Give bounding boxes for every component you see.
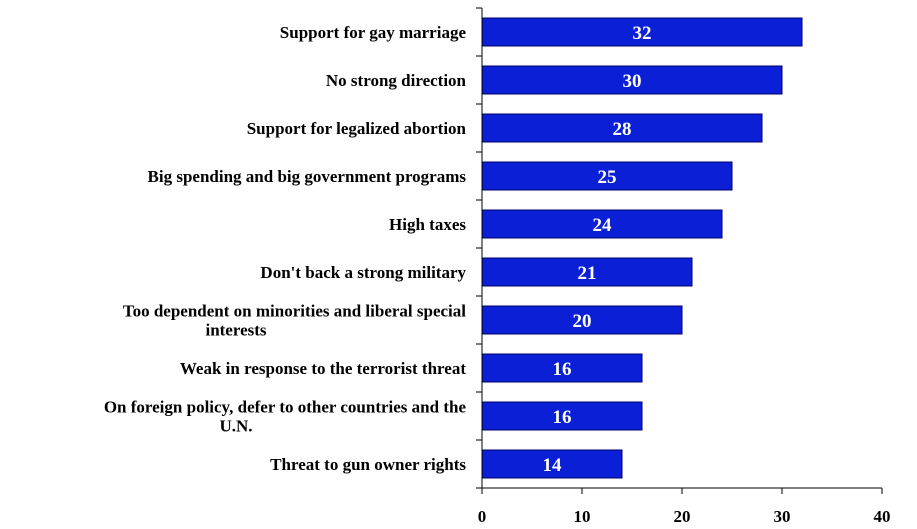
bar bbox=[481, 449, 623, 479]
data-label: 14 bbox=[543, 455, 563, 476]
x-tick-label: 20 bbox=[674, 507, 691, 526]
data-labels-group: 32 30 28 25 24 21 20 16 16 14 bbox=[543, 23, 652, 476]
bars-group bbox=[481, 17, 803, 479]
category-label: Weak in response to the terrorist threat bbox=[180, 359, 466, 378]
data-label: 16 bbox=[553, 407, 572, 428]
category-label: interests bbox=[205, 321, 266, 340]
category-label: No strong direction bbox=[326, 71, 467, 90]
axes-group: 0 10 20 30 40 bbox=[476, 7, 891, 526]
data-label: 28 bbox=[613, 119, 632, 140]
bar bbox=[481, 305, 683, 335]
data-label: 24 bbox=[593, 215, 613, 236]
category-label: On foreign policy, defer to other countr… bbox=[104, 398, 467, 417]
bar bbox=[481, 209, 723, 239]
data-label: 21 bbox=[578, 263, 597, 284]
category-label: Too dependent on minorities and liberal … bbox=[123, 302, 466, 321]
data-label: 20 bbox=[573, 311, 592, 332]
x-tick-label: 30 bbox=[774, 507, 791, 526]
category-label: Support for legalized abortion bbox=[247, 119, 467, 138]
category-label: High taxes bbox=[389, 215, 466, 234]
x-tick-label: 10 bbox=[574, 507, 591, 526]
bar bbox=[481, 161, 733, 191]
data-label: 32 bbox=[633, 23, 652, 44]
category-labels-group: Support for gay marriage No strong direct… bbox=[104, 23, 467, 474]
category-label: Don't back a strong military bbox=[260, 263, 466, 282]
bar bbox=[481, 65, 783, 95]
data-label: 16 bbox=[553, 359, 572, 380]
category-label: Threat to gun owner rights bbox=[270, 455, 466, 474]
category-label: Support for gay marriage bbox=[280, 23, 467, 42]
category-label: U.N. bbox=[219, 417, 252, 436]
bar bbox=[481, 113, 763, 143]
bar bbox=[481, 17, 803, 47]
data-label: 25 bbox=[598, 167, 617, 188]
x-tick-label: 0 bbox=[478, 507, 487, 526]
category-label: Big spending and big government programs bbox=[148, 167, 467, 186]
data-label: 30 bbox=[623, 71, 642, 92]
x-tick-label: 40 bbox=[874, 507, 891, 526]
